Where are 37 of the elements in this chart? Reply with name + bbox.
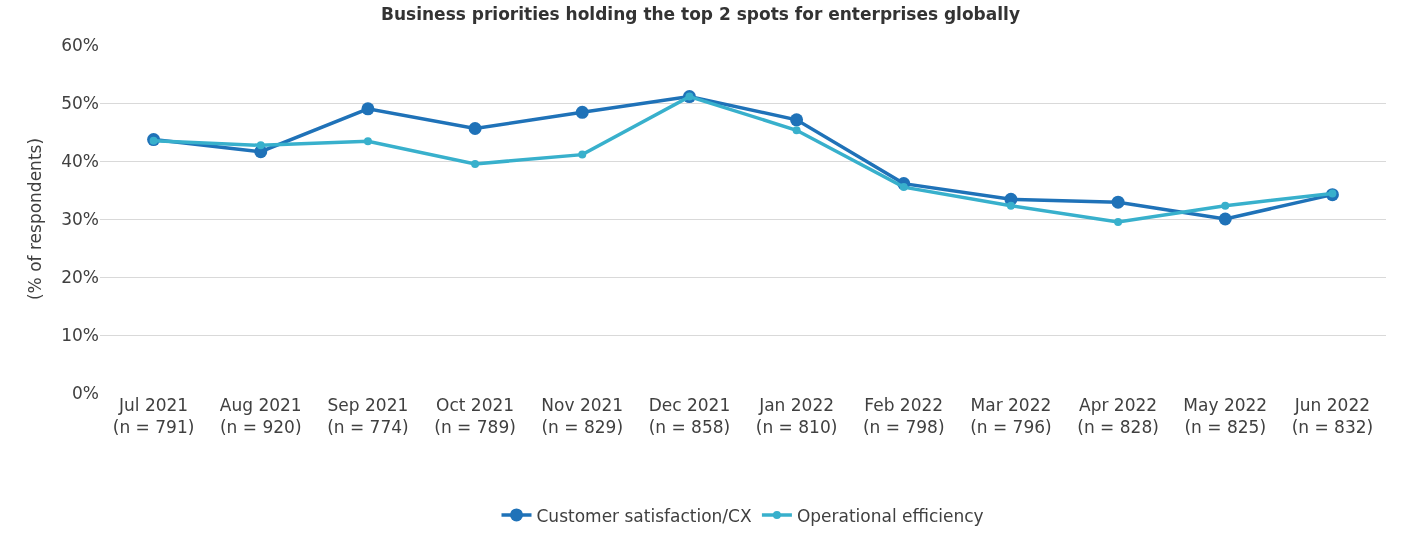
- point: [790, 113, 804, 127]
- x-tick-label: May 2022 (n = 825): [1183, 395, 1268, 438]
- point: [575, 105, 589, 119]
- x-tick-label: Feb 2022 (n = 798): [862, 395, 945, 438]
- x-tick-label: Jan 2022 (n = 810): [755, 395, 838, 438]
- x-tick-label: Apr 2022 (n = 828): [1077, 395, 1159, 438]
- legend-label: Operational efficiency: [796, 505, 984, 526]
- chart-title: Business priorities holding the top 2 spots for enterprises globally: [381, 4, 1020, 25]
- x-tick-label: Sep 2021 (n = 774): [327, 395, 409, 438]
- y-tick-label: 10%: [61, 324, 99, 345]
- point: [468, 122, 482, 136]
- y-tick-label: 30%: [61, 208, 99, 229]
- x-tick-label: Oct 2021 (n = 789): [434, 395, 516, 438]
- point: [256, 141, 265, 150]
- point: [1218, 212, 1232, 226]
- point: [471, 159, 480, 168]
- x-tick-label: Jun 2022 (n = 832): [1291, 395, 1374, 438]
- point: [1114, 217, 1123, 226]
- y-tick-label: 40%: [61, 150, 99, 171]
- x-tick-label: Jul 2021 (n = 791): [112, 395, 195, 438]
- x-tick-label: Mar 2022 (n = 796): [970, 395, 1052, 438]
- x-tick-label: Aug 2021 (n = 920): [219, 395, 302, 438]
- x-tick-label: Nov 2021 (n = 829): [541, 395, 624, 438]
- y-tick-label: 60%: [61, 34, 99, 55]
- point: [792, 126, 801, 135]
- point: [578, 150, 587, 159]
- point: [363, 137, 372, 146]
- legend-label: Customer satisfaction/CX: [536, 505, 752, 526]
- y-tick-label: 50%: [61, 92, 99, 113]
- y-axis-title: (% of respondents): [24, 137, 45, 301]
- x-tick-label: Dec 2021 (n = 858): [648, 395, 731, 438]
- point: [1111, 195, 1125, 209]
- y-tick-label: 20%: [61, 266, 99, 287]
- point: [1006, 201, 1015, 210]
- y-tick-label: 0%: [72, 382, 99, 403]
- point: [361, 102, 375, 116]
- point: [1221, 201, 1230, 210]
